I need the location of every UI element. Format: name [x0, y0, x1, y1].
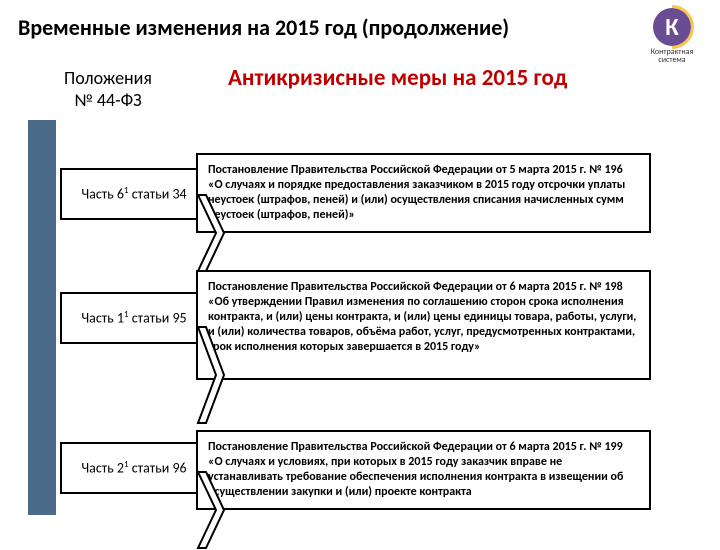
left-column: Положения № 44-ФЗ Часть 61 статьи 34 Час…	[18, 60, 198, 510]
blue-vertical-bar	[28, 120, 56, 515]
left-header-line2: № 44-ФЗ	[74, 89, 141, 111]
right-header: Антикризисные меры на 2015 год	[220, 60, 700, 110]
left-box-3-suffix: статьи 96	[129, 460, 187, 477]
content-area: Положения № 44-ФЗ Часть 61 статьи 34 Час…	[0, 60, 720, 540]
logo: К Контрактная система	[642, 8, 702, 64]
left-box-2: Часть 11 статьи 95	[60, 292, 208, 344]
right-box-2: Постановление Правительства Российской Ф…	[196, 270, 651, 380]
left-box-3-prefix: Часть 2	[81, 460, 124, 477]
slide-title: Временные изменения на 2015 год (продолж…	[0, 0, 720, 41]
left-box-1-prefix: Часть 6	[81, 186, 124, 203]
left-header: Положения № 44-ФЗ	[38, 68, 178, 111]
row-1: Постановление Правительства Российской Ф…	[196, 153, 651, 233]
left-box-1-suffix: статьи 34	[129, 186, 187, 203]
row-3: Постановление Правительства Российской Ф…	[196, 430, 651, 510]
left-box-3: Часть 21 статьи 96	[60, 442, 208, 494]
right-box-1: Постановление Правительства Российской Ф…	[196, 153, 651, 233]
left-box-2-prefix: Часть 1	[81, 310, 124, 327]
row-2: Постановление Правительства Российской Ф…	[196, 270, 651, 380]
left-header-line1: Положения	[64, 67, 152, 89]
right-column: Антикризисные меры на 2015 год	[220, 60, 700, 110]
left-box-2-suffix: статьи 95	[129, 310, 187, 327]
left-box-1: Часть 61 статьи 34	[60, 168, 208, 220]
logo-circle-icon: К	[653, 8, 691, 46]
right-box-3: Постановление Правительства Российской Ф…	[196, 430, 651, 510]
